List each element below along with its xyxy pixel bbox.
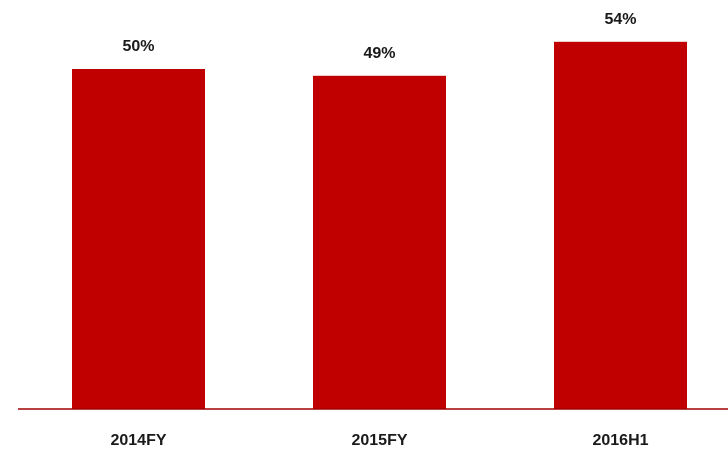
bar <box>72 69 205 409</box>
bar <box>554 41 687 410</box>
x-tick-label: 2016H1 <box>592 432 648 449</box>
data-label: 54% <box>604 11 636 28</box>
bar <box>313 75 446 410</box>
data-label: 49% <box>363 45 395 62</box>
data-label: 50% <box>122 38 154 55</box>
x-tick-label: 2015FY <box>351 432 407 449</box>
x-tick-label: 2014FY <box>110 432 166 449</box>
